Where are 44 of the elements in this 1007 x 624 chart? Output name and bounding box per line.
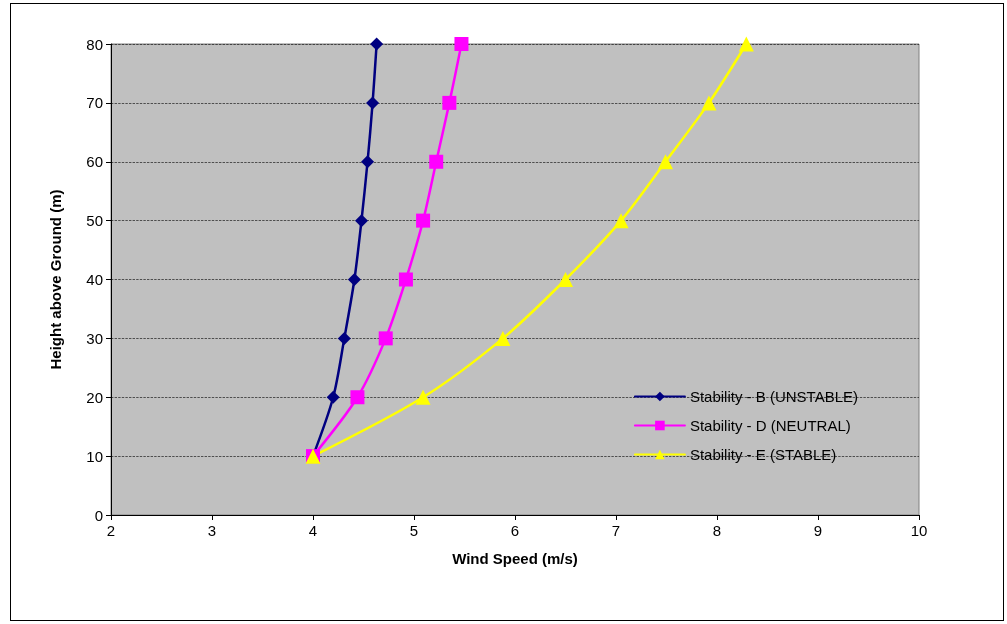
point <box>701 95 717 111</box>
x-tick-label: 5 <box>409 522 419 539</box>
point <box>738 36 754 52</box>
legend-label: Stability - E (STABLE) <box>689 446 837 463</box>
y-tick-label: 0 <box>94 506 103 524</box>
y-tick-label: 70 <box>86 94 103 112</box>
point <box>337 331 351 345</box>
x-tick-label: 4 <box>308 522 318 539</box>
x-tick-label: 10 <box>910 522 928 539</box>
y-tick-label: 40 <box>86 271 103 288</box>
legend-label: Stability - D (NEUTRAL) <box>689 417 851 434</box>
x-tick-label: 2 <box>106 522 116 539</box>
point <box>361 155 375 169</box>
point <box>354 214 368 228</box>
legend-label: Stability - B (UNSTABLE) <box>689 388 858 405</box>
point <box>350 390 365 405</box>
y-tick-label: 50 <box>86 212 103 230</box>
y-tick-label: 20 <box>86 388 103 406</box>
y-tick-label: 10 <box>86 447 103 465</box>
x-tick-label: 9 <box>813 522 823 539</box>
point <box>347 273 361 286</box>
y-axis-title: Height above Ground (m) <box>47 189 64 370</box>
y-tick-label: 30 <box>86 329 103 347</box>
point <box>326 390 340 404</box>
point <box>415 389 431 405</box>
y-tick-label: 80 <box>86 35 103 53</box>
x-tick-label: 6 <box>510 522 520 539</box>
point <box>495 330 511 346</box>
point <box>657 154 673 170</box>
point <box>454 37 469 51</box>
point <box>378 331 393 346</box>
point <box>366 96 380 110</box>
x-tick-label: 7 <box>611 522 621 539</box>
point <box>398 272 413 287</box>
point <box>416 213 431 228</box>
point <box>558 272 573 287</box>
x-tick-label: 3 <box>207 522 217 539</box>
x-tick-label: 8 <box>712 522 722 539</box>
point <box>442 95 457 110</box>
y-tick-label: 60 <box>86 153 103 171</box>
x-axis-title: Wind Speed (m/s) <box>452 550 578 567</box>
point <box>429 154 444 169</box>
point <box>370 37 384 51</box>
point <box>613 213 629 229</box>
